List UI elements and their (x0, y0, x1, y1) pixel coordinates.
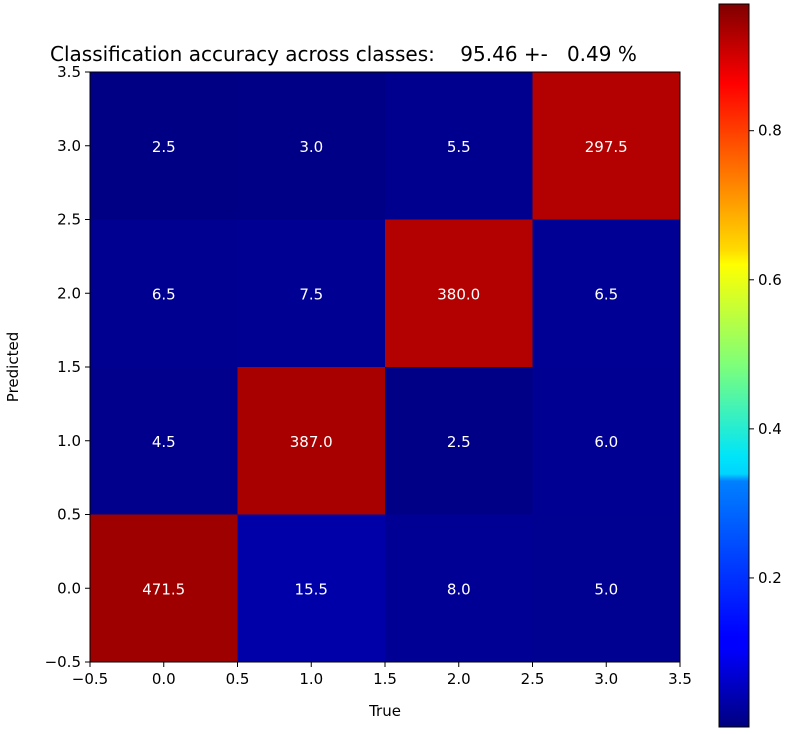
heatmap-cell (237, 72, 385, 220)
y-tick-label: −0.5 (45, 653, 81, 671)
x-tick-label: 3.5 (668, 670, 692, 688)
cell-value-label: 4.5 (152, 433, 176, 451)
heatmap-cell (237, 514, 385, 662)
y-tick-label: 2.5 (57, 211, 81, 229)
heatmap-cell (385, 72, 533, 220)
heatmap-cell (532, 219, 680, 367)
heatmap-cell (385, 514, 533, 662)
cell-value-label: 5.5 (447, 138, 471, 156)
x-tick-label: 1.0 (299, 670, 323, 688)
cell-value-label: 15.5 (295, 580, 328, 598)
y-tick-label: 1.5 (57, 358, 81, 376)
x-tick-label: 0.0 (152, 670, 176, 688)
y-tick-label: 0.0 (57, 579, 81, 597)
heatmap-cell (532, 367, 680, 515)
cell-value-label: 387.0 (290, 433, 333, 451)
cell-labels: 471.5 15.5 8.0 5.0 4.5 387.0 2.5 6.0 6.5 7.5 380.0… (142, 138, 627, 599)
colorbar-tick-label: 0.2 (758, 569, 782, 587)
y-tick-label: 0.5 (57, 506, 81, 524)
cell-value-label: 380.0 (437, 285, 480, 303)
heatmap-cell (90, 514, 238, 662)
x-tick-label: 3.0 (594, 670, 618, 688)
heatmap-cell (237, 219, 385, 367)
chart-title: Classification accuracy across classes: … (50, 42, 637, 66)
cell-value-label: 8.0 (447, 580, 471, 598)
heatmap-cell (90, 72, 238, 220)
colorbar-tick-label: 0.6 (758, 271, 782, 289)
x-tick-label: 2.5 (521, 670, 545, 688)
heatmap-cell (532, 72, 680, 220)
cell-value-label: 6.5 (152, 285, 176, 303)
x-tick-label: 2.0 (447, 670, 471, 688)
cell-value-label: 2.5 (447, 433, 471, 451)
colorbar-tick-label: 0.4 (758, 420, 782, 438)
heatmap-cells (90, 72, 680, 662)
cell-value-label: 471.5 (142, 580, 185, 598)
colorbar-ticks: 0.2 0.4 0.6 0.8 (749, 122, 782, 587)
x-axis-ticks: −0.5 0.0 0.5 1.0 1.5 2.0 2.5 3.0 3.5 (72, 662, 692, 688)
colorbar (718, 3, 750, 728)
x-tick-label: 1.5 (373, 670, 397, 688)
cell-value-label: 297.5 (585, 138, 628, 156)
heatmap-cell (385, 219, 533, 367)
y-tick-label: 2.0 (57, 284, 81, 302)
y-tick-label: 3.0 (57, 137, 81, 155)
x-tick-label: −0.5 (72, 670, 108, 688)
x-axis-label: True (368, 702, 401, 720)
y-axis-ticks: −0.5 0.0 0.5 1.0 1.5 2.0 2.5 3.0 3.5 (45, 63, 90, 671)
y-tick-label: 1.0 (57, 432, 81, 450)
colorbar-tick-label: 0.8 (758, 122, 782, 140)
y-tick-label: 3.5 (57, 63, 81, 81)
x-tick-label: 0.5 (226, 670, 250, 688)
cell-value-label: 6.0 (594, 433, 618, 451)
heatmap-cell (237, 367, 385, 515)
heatmap-cell (90, 219, 238, 367)
cell-value-label: 5.0 (594, 580, 618, 598)
heatmap-cell (385, 367, 533, 515)
cell-value-label: 2.5 (152, 138, 176, 156)
cell-value-label: 7.5 (299, 285, 323, 303)
y-axis-label: Predicted (4, 332, 22, 402)
cell-value-label: 6.5 (594, 285, 618, 303)
heatmap-cell (90, 367, 238, 515)
heatmap-cell (532, 514, 680, 662)
cell-value-label: 3.0 (299, 138, 323, 156)
